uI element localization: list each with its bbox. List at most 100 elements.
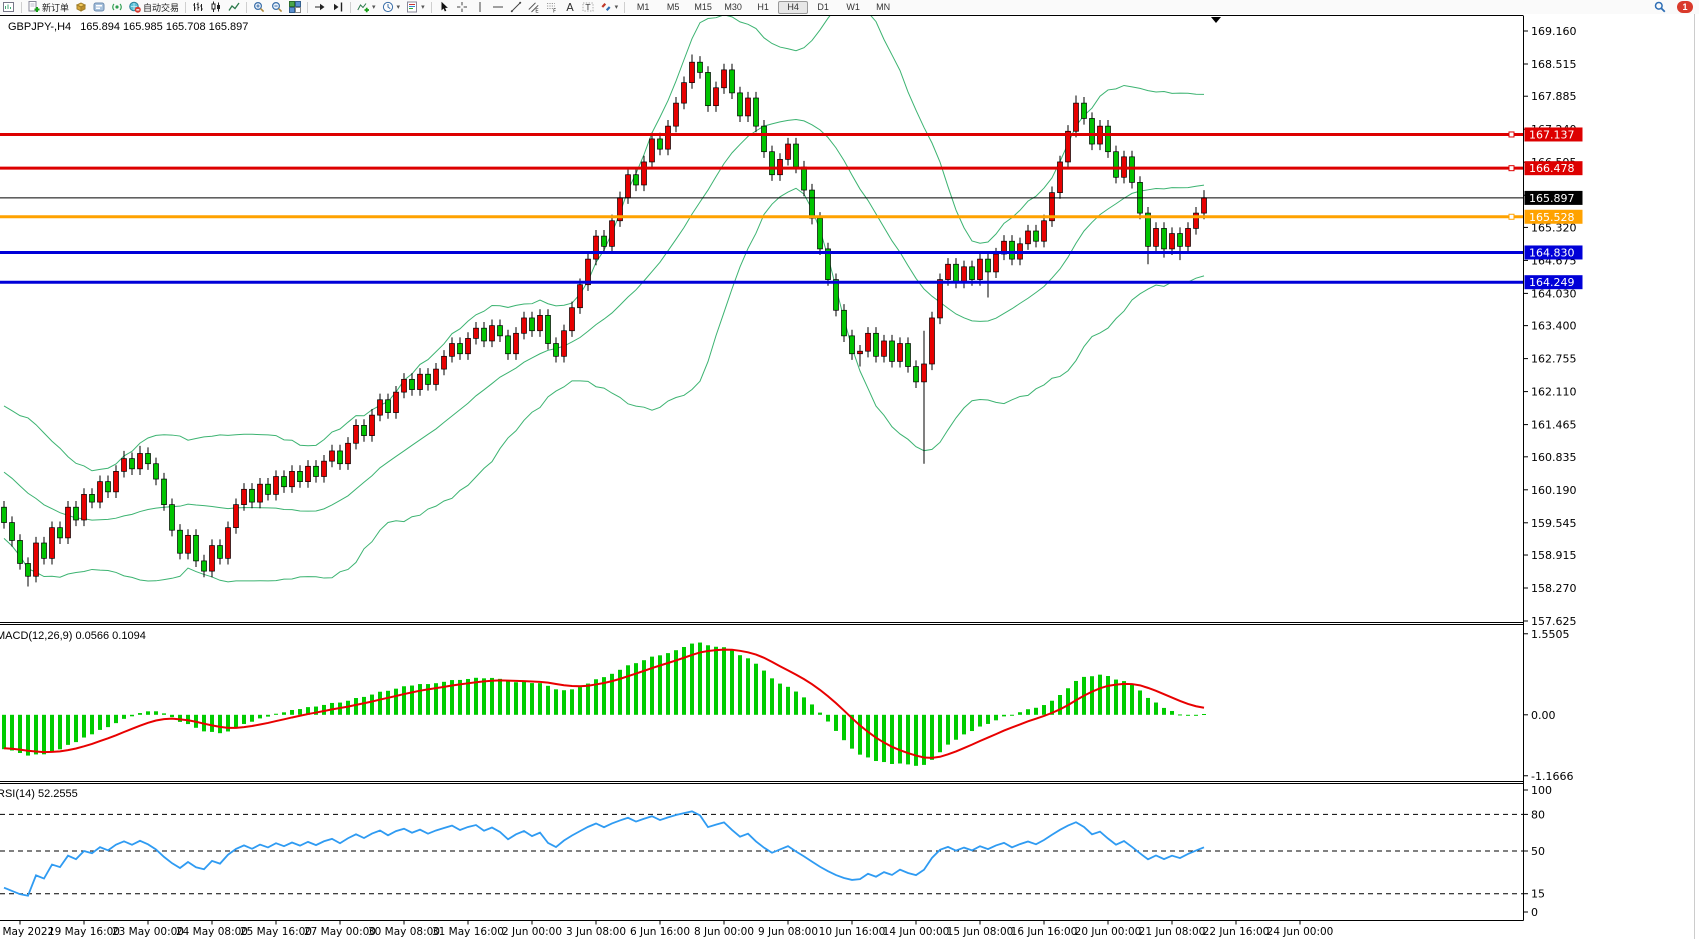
svg-text:20 Jun 00:00: 20 Jun 00:00 (1075, 926, 1142, 938)
toolbar-separator (430, 1, 432, 13)
data-window-icon (93, 2, 105, 12)
svg-text:159.545: 159.545 (1531, 517, 1577, 530)
horizontal-line-icon (492, 6, 503, 8)
timeframe-m1-button[interactable]: M1 (636, 1, 650, 12)
svg-text:9 Jun 08:00: 9 Jun 08:00 (758, 926, 818, 938)
zoom-in-icon (254, 1, 265, 13)
dropdown-caret-icon[interactable]: ▾ (396, 4, 401, 11)
svg-text:31 May 16:00: 31 May 16:00 (432, 926, 504, 938)
text-icon: A (566, 1, 574, 13)
new-order-button[interactable]: 新订单 (25, 1, 72, 14)
toolbar-separator (350, 1, 352, 13)
cursor-button[interactable] (435, 1, 453, 14)
toolbar-separator (21, 1, 22, 13)
bar-chart-button[interactable] (189, 1, 207, 14)
svg-text:163.400: 163.400 (1531, 320, 1577, 333)
timeframe-h1-button[interactable]: H1 (757, 1, 769, 12)
timeframe-w1-button[interactable]: W1 (846, 1, 860, 12)
market-watch-icon (75, 2, 87, 12)
toolbar-separator (624, 1, 626, 13)
candlestick-chart-button[interactable] (207, 1, 225, 14)
fibonacci-icon: F (546, 3, 556, 13)
equidistant-channel-button[interactable]: E (525, 1, 543, 14)
price-axis[interactable]: 169.160168.515167.885167.240166.595165.9… (1524, 25, 1577, 919)
autotrading-button[interactable]: 自动交易 (126, 1, 182, 14)
indicators-button[interactable]: ▾ (354, 1, 379, 14)
periods-icon (382, 1, 393, 13)
auto-scroll-icon (315, 3, 325, 11)
dropdown-caret-icon[interactable]: ▾ (614, 4, 619, 11)
market-watch-button[interactable] (72, 1, 90, 14)
timeframe-mn-button[interactable]: MN (876, 1, 891, 12)
toolbar-right: 1 (1651, 0, 1693, 14)
dropdown-caret-icon[interactable]: ▾ (421, 4, 425, 11)
dropdown-caret-icon[interactable]: ▾ (372, 4, 376, 11)
svg-text:168.515: 168.515 (1531, 58, 1577, 71)
svg-text:27 May 00:00: 27 May 00:00 (304, 926, 376, 938)
trendline-icon (510, 1, 521, 13)
auto-scroll-button[interactable] (311, 1, 329, 14)
line-chart-icon (228, 2, 240, 11)
vertical-line-icon (479, 2, 481, 12)
indicators-icon (357, 3, 370, 13)
zoom-in-button[interactable] (250, 1, 268, 14)
tile-windows-button[interactable] (286, 1, 304, 14)
svg-text:162.755: 162.755 (1531, 353, 1577, 366)
svg-text:18 May 2022: 18 May 2022 (0, 926, 54, 938)
zoom-out-icon (272, 1, 283, 13)
horizontal-lines[interactable] (0, 131, 1523, 284)
fibonacci-button[interactable]: F (543, 1, 561, 14)
svg-text:8 Jun 00:00: 8 Jun 00:00 (694, 926, 754, 938)
periods-button[interactable]: ▾ (379, 1, 404, 14)
timeframe-d1-button[interactable]: D1 (817, 1, 829, 12)
timeframe-h4-button[interactable]: H4 (778, 0, 809, 14)
svg-text:165.897: 165.897 (1529, 192, 1575, 205)
trendline-button[interactable] (507, 1, 525, 14)
navigator-button[interactable] (108, 1, 126, 14)
text-button[interactable]: A (561, 1, 579, 14)
chart-window[interactable]: 169.160168.515167.885167.240166.595165.9… (0, 14, 1699, 939)
macd-values: 0.0566 0.1094 (75, 630, 146, 642)
toolbar-separator (185, 1, 187, 13)
data-window-button[interactable] (90, 1, 108, 14)
line-handle[interactable] (1508, 213, 1515, 220)
chart-window-button[interactable] (0, 1, 18, 14)
candlestick-chart-icon (211, 1, 221, 12)
svg-text:162.110: 162.110 (1531, 386, 1577, 399)
chart-window-icon (3, 2, 14, 12)
new-order-label: 新订单 (42, 2, 70, 13)
line-handle[interactable] (1508, 165, 1515, 172)
macd-label: MACD(12,26,9) 0.0566 0.1094 (0, 630, 146, 642)
svg-text:22 Jun 16:00: 22 Jun 16:00 (1203, 926, 1270, 938)
text-label-button[interactable]: T (579, 1, 597, 14)
autotrading-label: 自动交易 (143, 2, 180, 13)
chart-shift-marker[interactable] (1211, 17, 1221, 23)
chart-area[interactable]: 169.160168.515167.885167.240166.595165.9… (0, 14, 1699, 939)
svg-text:6 Jun 16:00: 6 Jun 16:00 (630, 926, 690, 938)
toolbar: 新订单 自动交易 ▾ ▾ ▾ E F A T ▾ M1 M5 M15 M30 H1 H4 D1 W1 MN 1 (0, 0, 1699, 14)
timeframe-m30-button[interactable]: M30 (724, 1, 742, 12)
svg-text:16 Jun 16:00: 16 Jun 16:00 (1011, 926, 1078, 938)
line-chart-button[interactable] (225, 1, 243, 14)
toolbar-separator (246, 1, 248, 13)
vertical-line-button[interactable] (471, 1, 489, 14)
timeframe-m15-button[interactable]: M15 (694, 1, 712, 12)
svg-text:166.478: 166.478 (1529, 162, 1575, 175)
svg-text:2 Jun 00:00: 2 Jun 00:00 (502, 926, 562, 938)
svg-text:169.160: 169.160 (1531, 25, 1577, 38)
crosshair-button[interactable] (453, 1, 471, 14)
svg-text:80: 80 (1531, 808, 1545, 821)
search-icon[interactable] (1651, 1, 1669, 14)
svg-text:165.528: 165.528 (1529, 211, 1575, 224)
line-handle[interactable] (1508, 131, 1515, 138)
zoom-out-button[interactable] (268, 1, 286, 14)
timeframe-m5-button[interactable]: M5 (666, 1, 680, 12)
notifications-badge[interactable]: 1 (1677, 1, 1693, 13)
arrows-button[interactable]: ▾ (597, 1, 622, 14)
horizontal-line-button[interactable] (489, 1, 507, 14)
templates-button[interactable]: ▾ (403, 1, 428, 14)
bollinger-bands (3, 16, 1205, 583)
chart-shift-button[interactable] (329, 1, 347, 14)
svg-text:160.190: 160.190 (1531, 484, 1577, 497)
